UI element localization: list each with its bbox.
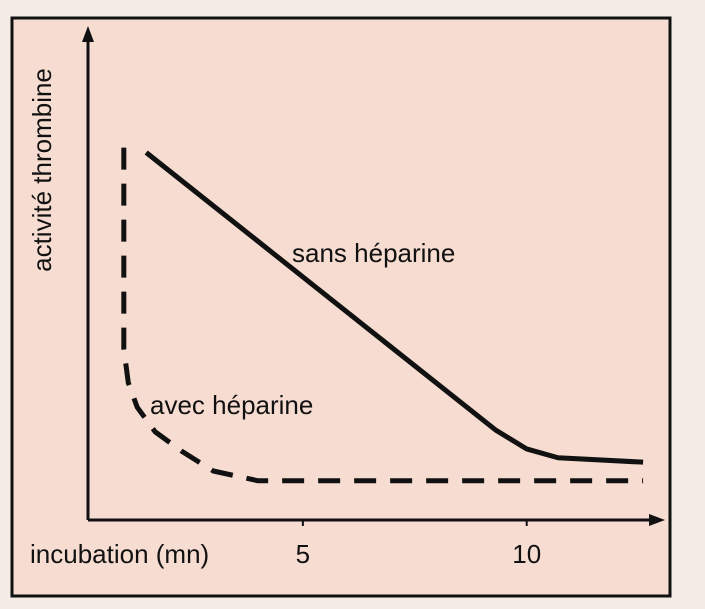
series-line	[144, 150, 644, 465]
x-axis-label: incubation (mn)	[30, 539, 209, 569]
series-line	[121, 147, 644, 484]
x-tick-label: 5	[296, 539, 310, 569]
series-label: sans héparine	[292, 238, 455, 268]
y-axis-label: activité thrombine	[27, 68, 57, 272]
series-label: avec héparine	[150, 390, 313, 420]
y-axis-arrow	[82, 26, 94, 42]
x-tick-label: 10	[512, 539, 541, 569]
x-axis-arrow	[649, 514, 665, 526]
